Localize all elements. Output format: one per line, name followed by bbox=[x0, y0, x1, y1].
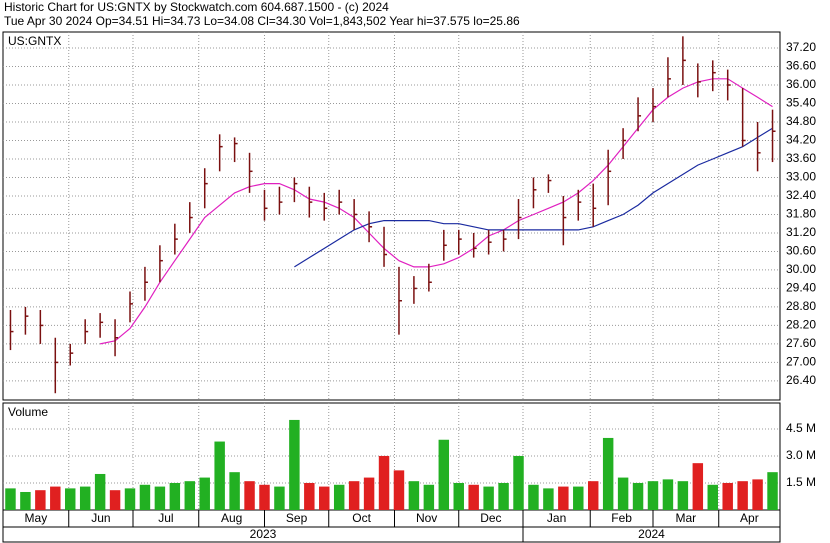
volume-bar bbox=[453, 482, 464, 510]
volume-bar bbox=[587, 481, 599, 510]
price-panel bbox=[2, 31, 781, 401]
volume-bar bbox=[139, 484, 151, 510]
year-label: 2024 bbox=[638, 527, 665, 541]
x-tick-label: Aug bbox=[221, 511, 242, 525]
y-tick-label: 29.40 bbox=[786, 281, 816, 295]
volume-bar bbox=[558, 486, 569, 510]
y-tick-label: 33.60 bbox=[786, 151, 816, 165]
symbol-label: US:GNTX bbox=[8, 34, 61, 48]
volume-bar bbox=[677, 481, 689, 510]
y-tick-label: 34.80 bbox=[786, 114, 816, 128]
volume-bar bbox=[483, 486, 494, 510]
volume-bar bbox=[35, 490, 46, 510]
volume-bar bbox=[274, 486, 285, 510]
volume-bar bbox=[408, 481, 420, 510]
volume-bar bbox=[752, 479, 763, 510]
volume-tick-label: 4.5 M bbox=[786, 421, 816, 435]
volume-bar bbox=[363, 477, 375, 510]
x-tick-label: Jun bbox=[91, 511, 110, 525]
x-tick-label: May bbox=[25, 511, 48, 525]
volume-bar bbox=[647, 481, 659, 510]
x-tick-label: Dec bbox=[480, 511, 501, 525]
y-tick-label: 28.20 bbox=[786, 318, 816, 332]
moving-average-line bbox=[294, 127, 773, 268]
y-tick-label: 30.00 bbox=[786, 262, 816, 276]
volume-bar bbox=[20, 491, 31, 510]
volume-bar bbox=[124, 488, 136, 510]
volume-bar bbox=[109, 490, 121, 510]
y-tick-label: 32.40 bbox=[786, 188, 816, 202]
volume-tick-label: 1.5 M bbox=[786, 475, 816, 489]
volume-label: Volume bbox=[8, 405, 48, 419]
volume-bar bbox=[707, 484, 718, 510]
volume-bar bbox=[348, 481, 360, 510]
volume-bar bbox=[423, 484, 435, 510]
x-tick-label: Oct bbox=[352, 511, 371, 525]
volume-bar bbox=[767, 472, 778, 510]
moving-average-line bbox=[99, 78, 773, 345]
x-tick-label: Sep bbox=[286, 511, 308, 525]
y-tick-label: 30.60 bbox=[786, 244, 816, 258]
y-tick-label: 27.00 bbox=[786, 355, 816, 369]
volume-bar bbox=[229, 472, 240, 510]
y-tick-label: 26.40 bbox=[786, 373, 816, 387]
x-tick-label: Feb bbox=[611, 511, 632, 525]
x-tick-label: Mar bbox=[676, 511, 697, 525]
year-band bbox=[2, 526, 781, 543]
y-tick-label: 33.00 bbox=[786, 170, 816, 184]
volume-bar bbox=[438, 439, 450, 510]
year-label: 2023 bbox=[250, 527, 277, 541]
volume-bar bbox=[259, 484, 270, 510]
volume-bar bbox=[319, 486, 330, 510]
y-tick-label: 37.20 bbox=[786, 40, 816, 54]
volume-bar bbox=[289, 419, 300, 510]
y-tick-label: 34.20 bbox=[786, 133, 816, 147]
volume-bar bbox=[333, 484, 345, 510]
volume-bar bbox=[378, 455, 390, 510]
x-tick-label: Jul bbox=[158, 511, 173, 525]
volume-bar bbox=[662, 479, 674, 510]
y-tick-label: 31.80 bbox=[786, 207, 816, 221]
volume-bar bbox=[154, 486, 166, 510]
volume-bar bbox=[50, 486, 61, 510]
volume-tick-label: 3.0 M bbox=[786, 448, 816, 462]
volume-bar bbox=[214, 441, 225, 510]
x-tick-label: Apr bbox=[740, 511, 759, 525]
volume-bar bbox=[184, 481, 196, 510]
y-tick-label: 28.80 bbox=[786, 299, 816, 313]
volume-bar bbox=[632, 482, 644, 510]
volume-bar bbox=[722, 482, 733, 510]
volume-bar bbox=[573, 486, 584, 510]
y-tick-label: 36.60 bbox=[786, 59, 816, 73]
chart-subtitle: Tue Apr 30 2024 Op=34.51 Hi=34.73 Lo=34.… bbox=[4, 14, 520, 28]
volume-bar bbox=[199, 477, 210, 510]
y-tick-label: 27.60 bbox=[786, 336, 816, 350]
volume-bar bbox=[79, 486, 91, 510]
volume-bar bbox=[602, 437, 614, 510]
volume-bar bbox=[692, 463, 704, 510]
chart-title: Historic Chart for US:GNTX by Stockwatch… bbox=[4, 0, 389, 14]
volume-bar bbox=[737, 481, 748, 510]
volume-bar bbox=[304, 482, 315, 510]
volume-bar bbox=[528, 484, 539, 510]
volume-bar bbox=[543, 488, 554, 510]
volume-bar bbox=[393, 470, 405, 510]
volume-bar bbox=[5, 488, 16, 510]
y-tick-label: 35.40 bbox=[786, 96, 816, 110]
volume-bar bbox=[617, 477, 629, 510]
x-tick-label: Nov bbox=[416, 511, 437, 525]
y-tick-label: 36.00 bbox=[786, 77, 816, 91]
volume-bar bbox=[94, 473, 106, 510]
volume-bar bbox=[244, 481, 255, 510]
x-tick-label: Jan bbox=[547, 511, 566, 525]
y-tick-label: 31.20 bbox=[786, 225, 816, 239]
volume-bar bbox=[468, 484, 479, 510]
volume-bar bbox=[513, 455, 524, 510]
volume-bar bbox=[65, 488, 76, 510]
volume-bar bbox=[498, 482, 509, 510]
volume-bar bbox=[169, 482, 181, 510]
